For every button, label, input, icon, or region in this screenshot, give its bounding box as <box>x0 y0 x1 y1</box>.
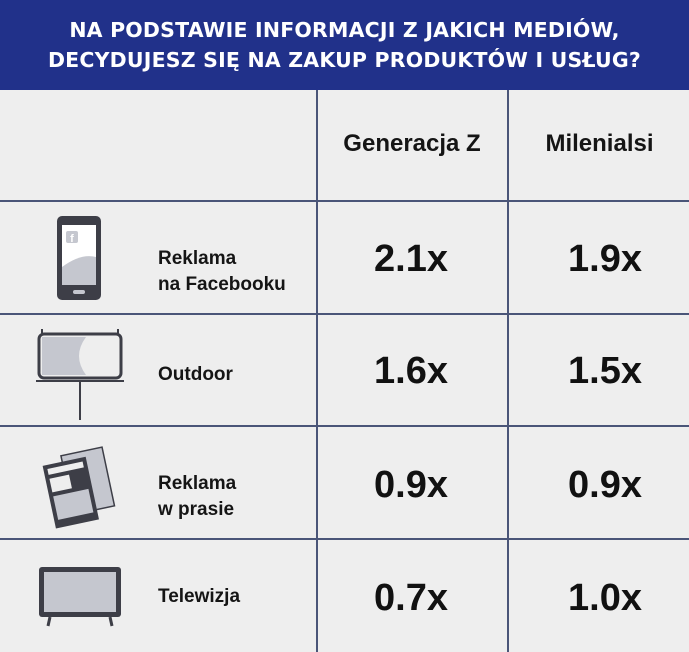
value-millennials-press: 0.9x <box>568 464 642 506</box>
value-genz-outdoor: 1.6x <box>374 350 448 392</box>
value-millennials-facebook: 1.9x <box>568 238 642 280</box>
svg-text:f: f <box>70 233 74 245</box>
row-label-tv: Telewizja <box>158 586 241 607</box>
value-genz-facebook: 2.1x <box>374 238 448 280</box>
television-icon <box>39 567 121 627</box>
grid-line <box>0 313 689 315</box>
smartphone-facebook-icon: f <box>57 216 101 300</box>
value-millennials-tv: 1.0x <box>568 577 642 619</box>
grid-line <box>0 425 689 427</box>
row-label-facebook: Reklama na Facebooku <box>158 248 286 295</box>
grid-line <box>507 90 509 652</box>
grid-line <box>0 538 689 540</box>
column-header-generacja-z: Generacja Z <box>343 130 481 157</box>
grid-line <box>316 90 318 652</box>
billboard-icon <box>36 329 124 420</box>
title-line-2: DECYDUJESZ SIĘ NA ZAKUP PRODUKTÓW I USŁU… <box>47 48 642 72</box>
title-banner: NA PODSTAWIE INFORMACJI Z JAKICH MEDIÓW,… <box>0 0 689 90</box>
value-genz-tv: 0.7x <box>374 577 448 619</box>
title-line-1: NA PODSTAWIE INFORMACJI Z JAKICH MEDIÓW, <box>69 18 620 42</box>
newspaper-icon <box>42 446 116 529</box>
column-header-milenialsi: Milenialsi <box>545 130 654 157</box>
value-genz-press: 0.9x <box>374 464 448 506</box>
value-millennials-outdoor: 1.5x <box>568 350 642 392</box>
grid-line <box>0 200 689 202</box>
row-label-press: Reklama w prasie <box>158 473 237 520</box>
comparison-table: Generacja Z Milenialsi f Reklama na Face… <box>0 90 689 652</box>
row-label-outdoor: Outdoor <box>158 364 233 385</box>
